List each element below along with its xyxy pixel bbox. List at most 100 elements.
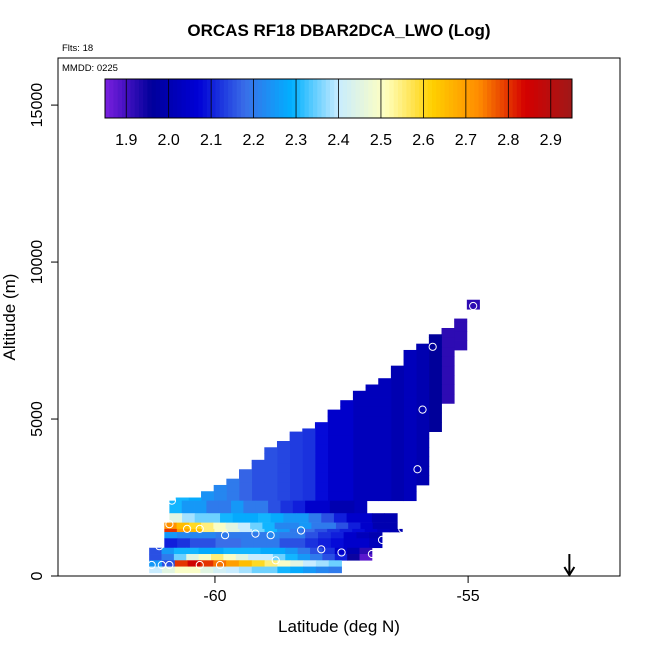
- heatmap-cell: [189, 528, 203, 533]
- heatmap-cell: [264, 491, 278, 502]
- heatmap-cell: [315, 566, 330, 574]
- heatmap-cell: [297, 547, 311, 555]
- colorbar-segment: [436, 79, 441, 118]
- heatmap-cell: [276, 481, 291, 492]
- heatmap-cell: [187, 566, 201, 574]
- colorbar-segment: [444, 79, 450, 118]
- colorbar-segment: [130, 79, 136, 118]
- colorbar-segment: [533, 79, 539, 118]
- heatmap-cell: [416, 447, 430, 458]
- colorbar-segment: [155, 79, 161, 118]
- heatmap-cell: [188, 497, 202, 502]
- heatmap-cell: [262, 522, 276, 530]
- heatmap-cell: [389, 528, 403, 533]
- colorbar-segment: [385, 79, 390, 118]
- heatmap-cell: [340, 491, 354, 502]
- heatmap-cell: [302, 481, 316, 492]
- heatmap-cell: [268, 500, 281, 514]
- heatmap-cell: [238, 560, 253, 567]
- heatmap-cell: [365, 434, 379, 445]
- heatmap-cell: [251, 459, 265, 464]
- colorbar-segment: [397, 79, 403, 118]
- colorbar-segment: [143, 79, 148, 118]
- flight-marker: [220, 531, 230, 540]
- heatmap-cell: [390, 387, 404, 398]
- colorbar-segment: [538, 79, 543, 118]
- colorbar-tick-label: 2.2: [242, 132, 264, 149]
- colorbar-segment: [240, 79, 246, 118]
- heatmap-cell: [276, 444, 291, 454]
- heatmap-cell: [416, 353, 430, 363]
- colorbar-segment: [478, 79, 484, 118]
- heatmap-cell: [330, 532, 345, 539]
- colorbar-segment: [474, 79, 479, 118]
- colorbar-segment: [504, 79, 509, 118]
- heatmap-cell: [270, 513, 284, 523]
- colorbar-segment: [198, 79, 204, 118]
- heatmap-cell: [211, 547, 224, 555]
- plot-frame: [57, 57, 621, 577]
- heatmap-cell: [318, 532, 332, 539]
- heatmap-cell: [390, 491, 404, 502]
- heatmap-cell: [164, 522, 177, 530]
- heatmap-cell: [232, 513, 246, 523]
- heatmap-cell: [441, 356, 455, 367]
- colorbar-segment: [567, 79, 573, 118]
- heatmap-cell: [327, 462, 341, 473]
- heatmap-cell: [264, 481, 278, 492]
- heatmap-cell: [340, 425, 354, 436]
- heatmap-cell: [277, 560, 291, 567]
- colorbar-segment: [512, 79, 518, 118]
- colorbar-segment: [185, 79, 191, 118]
- colorbar-segment: [410, 79, 416, 118]
- heatmap-cell: [340, 472, 354, 483]
- heatmap-cell: [239, 528, 253, 533]
- direction-arrow: [563, 554, 576, 577]
- heatmap-cell: [322, 547, 336, 555]
- heatmap-cell: [403, 444, 417, 454]
- colorbar-segment: [495, 79, 501, 118]
- heatmap-cell: [317, 500, 331, 514]
- heatmap-cell: [390, 425, 404, 436]
- heatmap-cell: [335, 522, 349, 530]
- heatmap-cell: [428, 346, 442, 357]
- heatmap-cell: [428, 337, 442, 348]
- heatmap-cell: [384, 513, 398, 523]
- heatmap-cell: [365, 387, 379, 398]
- heatmap-cell: [161, 560, 176, 567]
- heatmap-cell: [276, 472, 291, 483]
- heatmap-cell: [277, 528, 290, 533]
- heatmap-cell: [237, 522, 251, 530]
- heatmap-cell: [428, 365, 442, 376]
- heatmap-cell: [441, 327, 455, 338]
- heatmap-cell: [403, 453, 417, 464]
- heatmap-cell: [327, 409, 341, 417]
- colorbar-segment: [448, 79, 454, 118]
- heatmap-cell: [416, 419, 430, 429]
- heatmap-cell: [314, 528, 328, 533]
- heatmap-cell: [390, 397, 404, 407]
- heatmap-cell: [333, 513, 347, 523]
- heatmap-cell: [289, 528, 303, 533]
- heatmap-cell: [276, 491, 291, 502]
- heatmap-cell: [390, 453, 404, 464]
- heatmap-cell: [416, 400, 430, 411]
- colorbar-segment: [521, 79, 526, 118]
- heatmap-cell: [318, 538, 332, 549]
- heatmap-cell: [289, 491, 303, 502]
- flight-marker: [418, 405, 427, 414]
- heatmap-cell: [177, 538, 191, 549]
- heatmap-cell: [327, 491, 341, 502]
- colorbar-segment: [351, 79, 356, 118]
- heatmap-cell: [369, 538, 383, 549]
- heatmap-cell: [352, 444, 366, 454]
- heatmap-cell: [302, 491, 316, 502]
- heatmap-cell: [213, 566, 227, 574]
- heatmap-cell: [354, 500, 368, 514]
- flight-marker: [195, 524, 204, 534]
- heatmap-cell: [303, 560, 317, 567]
- heatmap-cell: [226, 566, 240, 574]
- heatmap-cell: [215, 532, 229, 539]
- heatmap-cell: [339, 528, 353, 533]
- colorbar-segment: [160, 79, 165, 118]
